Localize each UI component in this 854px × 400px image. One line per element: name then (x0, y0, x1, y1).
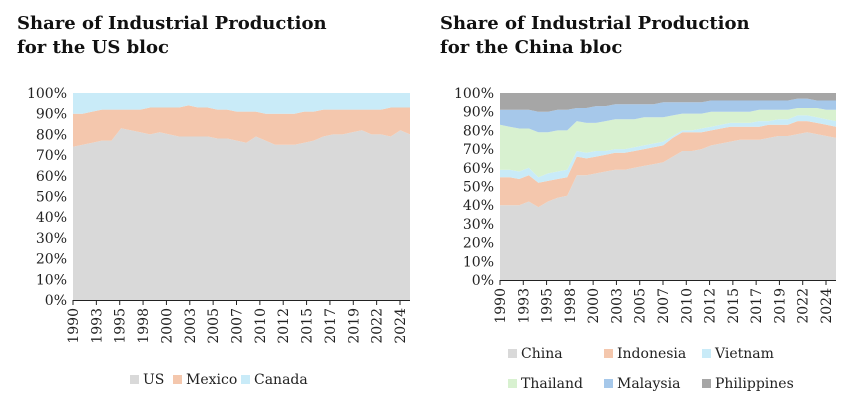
china-legend-item-indonesia: Indonesia (604, 346, 686, 362)
us-x-tick-label: 2015 (300, 308, 316, 344)
china-x-tick-label: 2024 (819, 288, 835, 324)
us-x-tick-label: 2000 (159, 308, 175, 344)
china-legend-item-china: China (508, 346, 563, 362)
us-chart-title: Share of Industrial Production for the U… (17, 12, 327, 60)
china-area-china (500, 132, 836, 280)
china-chart-title: Share of Industrial Production for the C… (440, 12, 750, 60)
us-x-tick-label: 2010 (253, 308, 269, 344)
china-x-tick-label: 2003 (609, 288, 625, 324)
china-x-tick-label: 2015 (726, 288, 742, 324)
legend-label: Canada (254, 372, 308, 388)
legend-swatch (173, 375, 182, 384)
us-area-mexico (73, 105, 410, 147)
legend-label: Malaysia (617, 376, 681, 392)
china-legend-item-thailand: Thailand (508, 376, 583, 392)
china-x-tick-label: 2012 (703, 288, 719, 324)
us-y-tick-label: 0% (45, 293, 67, 309)
legend-label: China (521, 346, 563, 362)
us-y-tick-label: 50% (36, 190, 67, 206)
china-y-tick-label: 20% (463, 236, 494, 252)
us-y-tick-label: 30% (36, 231, 67, 247)
us-legend-item-mexico: Mexico (173, 372, 237, 388)
legend-label: Philippines (715, 376, 794, 392)
us-x-tick-label: 1995 (113, 308, 129, 344)
china-y-tick-label: 70% (463, 142, 494, 158)
us-x-tick-label: 2005 (206, 308, 222, 344)
us-title-line-1: Share of Industrial Production (17, 13, 327, 34)
china-x-tick-label: 1993 (516, 288, 532, 324)
us-x-tick-label: 2019 (346, 308, 362, 344)
legend-label: Mexico (186, 372, 238, 388)
us-legend-item-canada: Canada (241, 372, 308, 388)
china-x-tick-label: 2005 (633, 288, 649, 324)
legend-label: US (143, 372, 165, 388)
china-legend-item-philippines: Philippines (702, 376, 794, 392)
china-area-vietnam (500, 115, 836, 183)
us-y-tick-label: 20% (36, 252, 67, 268)
legend-label: Vietnam (715, 346, 774, 362)
china-y-tick-label: 80% (463, 123, 494, 139)
us-y-tick-label: 80% (36, 127, 67, 143)
china-area-malaysia (500, 98, 836, 133)
china-x-tick-label: 1998 (563, 288, 579, 324)
china-x-tick-label: 2007 (656, 288, 672, 324)
us-y-tick-label: 70% (36, 148, 67, 164)
us-x-tick-label: 2017 (323, 308, 339, 344)
us-chart: 0% 10% 20% 30% 40% 50% 60% 70% 80% 90% 100% 1990 199… (27, 86, 410, 344)
us-x-tick-label: 2007 (230, 308, 246, 344)
legend-swatch (508, 349, 517, 358)
china-x-tick-label: 1995 (540, 288, 556, 324)
china-area-philippines (500, 93, 836, 112)
us-x-tick-label: 1990 (66, 308, 82, 344)
legend-swatch (604, 349, 613, 358)
china-title-line-1: Share of Industrial Production (440, 13, 750, 34)
legend-swatch (702, 349, 711, 358)
legend-label: Indonesia (617, 346, 687, 362)
china-chart: 0% 10% 20% 30% 40% 50% 60% 70% 80% 90% 100% 1990 199… (454, 86, 836, 324)
china-x-tick-label: 1990 (493, 288, 509, 324)
legend-swatch (604, 379, 613, 388)
us-y-tick-label: 90% (36, 107, 67, 123)
china-y-tick-label: 50% (463, 180, 494, 196)
china-y-tick-label: 40% (463, 198, 494, 214)
us-x-tick-label: 2022 (370, 308, 386, 344)
china-x-tick-label: 2017 (749, 288, 765, 324)
us-x-tick-label: 1998 (136, 308, 152, 344)
us-y-tick-label: 40% (36, 210, 67, 226)
china-legend-item-malaysia: Malaysia (604, 376, 680, 392)
china-legend-item-vietnam: Vietnam (702, 346, 774, 362)
china-title-line-2: for the China bloc (440, 37, 623, 58)
china-y-tick-label: 10% (463, 254, 494, 270)
legend-swatch (241, 375, 250, 384)
china-y-tick-label: 90% (463, 105, 494, 121)
us-x-tick-label: 2024 (393, 308, 409, 344)
china-x-tick-label: 2019 (772, 288, 788, 324)
us-legend-item-us: US (130, 372, 164, 388)
china-y-tick-label: 100% (454, 86, 494, 102)
legend-label: Thailand (521, 376, 583, 392)
us-y-tick-label: 100% (27, 86, 67, 102)
china-x-tick-label: 2022 (796, 288, 812, 324)
us-x-tick-label: 1993 (89, 308, 105, 344)
china-x-tick-label: 2000 (586, 288, 602, 324)
us-y-tick-label: 60% (36, 169, 67, 185)
china-y-tick-label: 60% (463, 161, 494, 177)
us-x-tick-label: 2003 (183, 308, 199, 344)
legend-swatch (702, 379, 711, 388)
china-area-thailand (500, 108, 836, 178)
china-y-tick-label: 0% (472, 273, 494, 289)
us-area-canada (73, 93, 410, 114)
us-x-tick-label: 2012 (276, 308, 292, 344)
us-area-us (73, 128, 410, 300)
china-area-indonesia (500, 121, 836, 208)
us-title-line-2: for the US bloc (17, 37, 169, 58)
legend-swatch (508, 379, 517, 388)
china-x-tick-label: 2010 (679, 288, 695, 324)
china-y-tick-label: 30% (463, 217, 494, 233)
legend-swatch (130, 375, 139, 384)
us-y-tick-label: 10% (36, 272, 67, 288)
